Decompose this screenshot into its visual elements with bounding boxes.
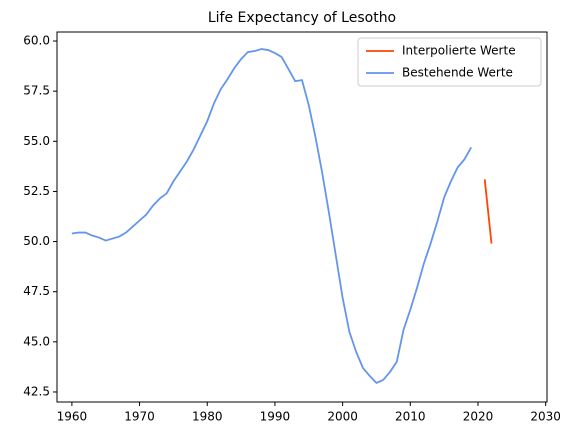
series-line [483,179,493,244]
axes-frame [56,31,548,403]
legend-box [357,37,542,87]
x-tick-label: 2010 [395,410,426,424]
chart-title: Life Expectancy of Lesotho [208,10,396,26]
y-tick-label: 52.5 [23,184,50,198]
x-tick-label: 1990 [260,410,291,424]
y-tick-label: 45.0 [23,334,50,348]
y-tick-label: 42.5 [23,384,50,398]
series-line [71,48,472,385]
y-tick-label: 55.0 [23,134,50,148]
y-tick-label: 57.5 [23,84,50,98]
legend-label: Interpolierte Werte [402,44,516,58]
legend-label: Bestehende Werte [402,66,513,80]
x-tick-label: 1970 [124,410,155,424]
x-tick-label: 2000 [327,410,358,424]
x-tick-label: 1960 [57,410,88,424]
y-tick-label: 47.5 [23,284,50,298]
x-tick-label: 1980 [192,410,223,424]
y-tick-label: 50.0 [23,234,50,248]
x-tick-label: 2030 [530,410,561,424]
x-tick-label: 2020 [463,410,494,424]
y-tick-label: 60.0 [23,34,50,48]
